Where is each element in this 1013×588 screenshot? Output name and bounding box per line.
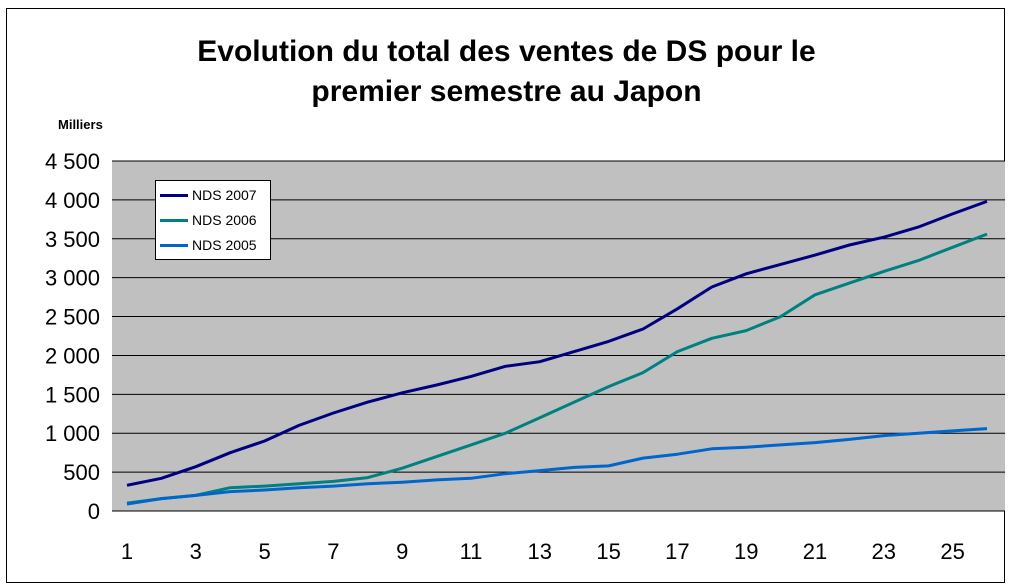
chart-title-line-1: Evolution du total des ventes de DS pour… [197,35,816,68]
series-line-nds-2005 [126,427,988,506]
y-tick-label: 4 000 [45,188,100,213]
x-tick-label: 7 [327,539,339,564]
legend-label: NDS 2005 [192,237,257,253]
y-axis-unit-label: Milliers [58,117,103,132]
x-tick-label: 17 [665,539,689,564]
x-tick-label: 3 [190,539,202,564]
legend-item-nds-2005: NDS 2005 [160,233,257,257]
legend-item-nds-2006: NDS 2006 [160,208,257,232]
x-tick-label: 25 [940,539,964,564]
y-tick-label: 2 000 [45,343,100,368]
y-tick-label: 1 500 [45,382,100,407]
legend-label: NDS 2007 [192,187,257,203]
x-tick-label: 13 [528,539,552,564]
y-tick-label: 2 500 [45,305,100,330]
y-tick-label: 3 000 [45,266,100,291]
legend-swatch [160,243,188,247]
x-tick-label: 21 [803,539,827,564]
legend-swatch [160,193,188,197]
y-axis-tick-labels: 0 500 1 000 1 500 2 000 2 500 3 000 3 500 4 000 4… [45,149,100,524]
x-tick-label: 5 [258,539,270,564]
chart-legend: NDS 2007 NDS 2006 NDS 2005 [155,180,271,260]
series-line-nds-2007 [126,199,988,487]
y-tick-label: 1 000 [45,421,100,446]
x-tick-label: 1 [121,539,133,564]
series-lines [126,199,988,506]
legend-label: NDS 2006 [192,212,257,228]
x-tick-label: 23 [872,539,896,564]
chart-title: Evolution du total des ventes de DS pour… [0,32,1013,112]
y-tick-label: 0 [88,499,100,524]
legend-item-nds-2007: NDS 2007 [160,183,257,207]
x-tick-label: 9 [396,539,408,564]
series-line-nds-2006 [126,232,988,505]
legend-swatch [160,218,188,222]
chart-title-line-2: premier semestre au Japon [311,75,702,108]
y-tick-label: 3 500 [45,227,100,252]
x-tick-label: 11 [460,539,483,564]
x-axis-tick-labels: 1 3 5 7 9 11 13 15 17 19 21 23 25 [121,539,965,564]
x-tick-label: 19 [734,539,758,564]
x-tick-label: 15 [596,539,620,564]
y-tick-label: 4 500 [45,149,100,174]
y-tick-label: 500 [63,460,100,485]
